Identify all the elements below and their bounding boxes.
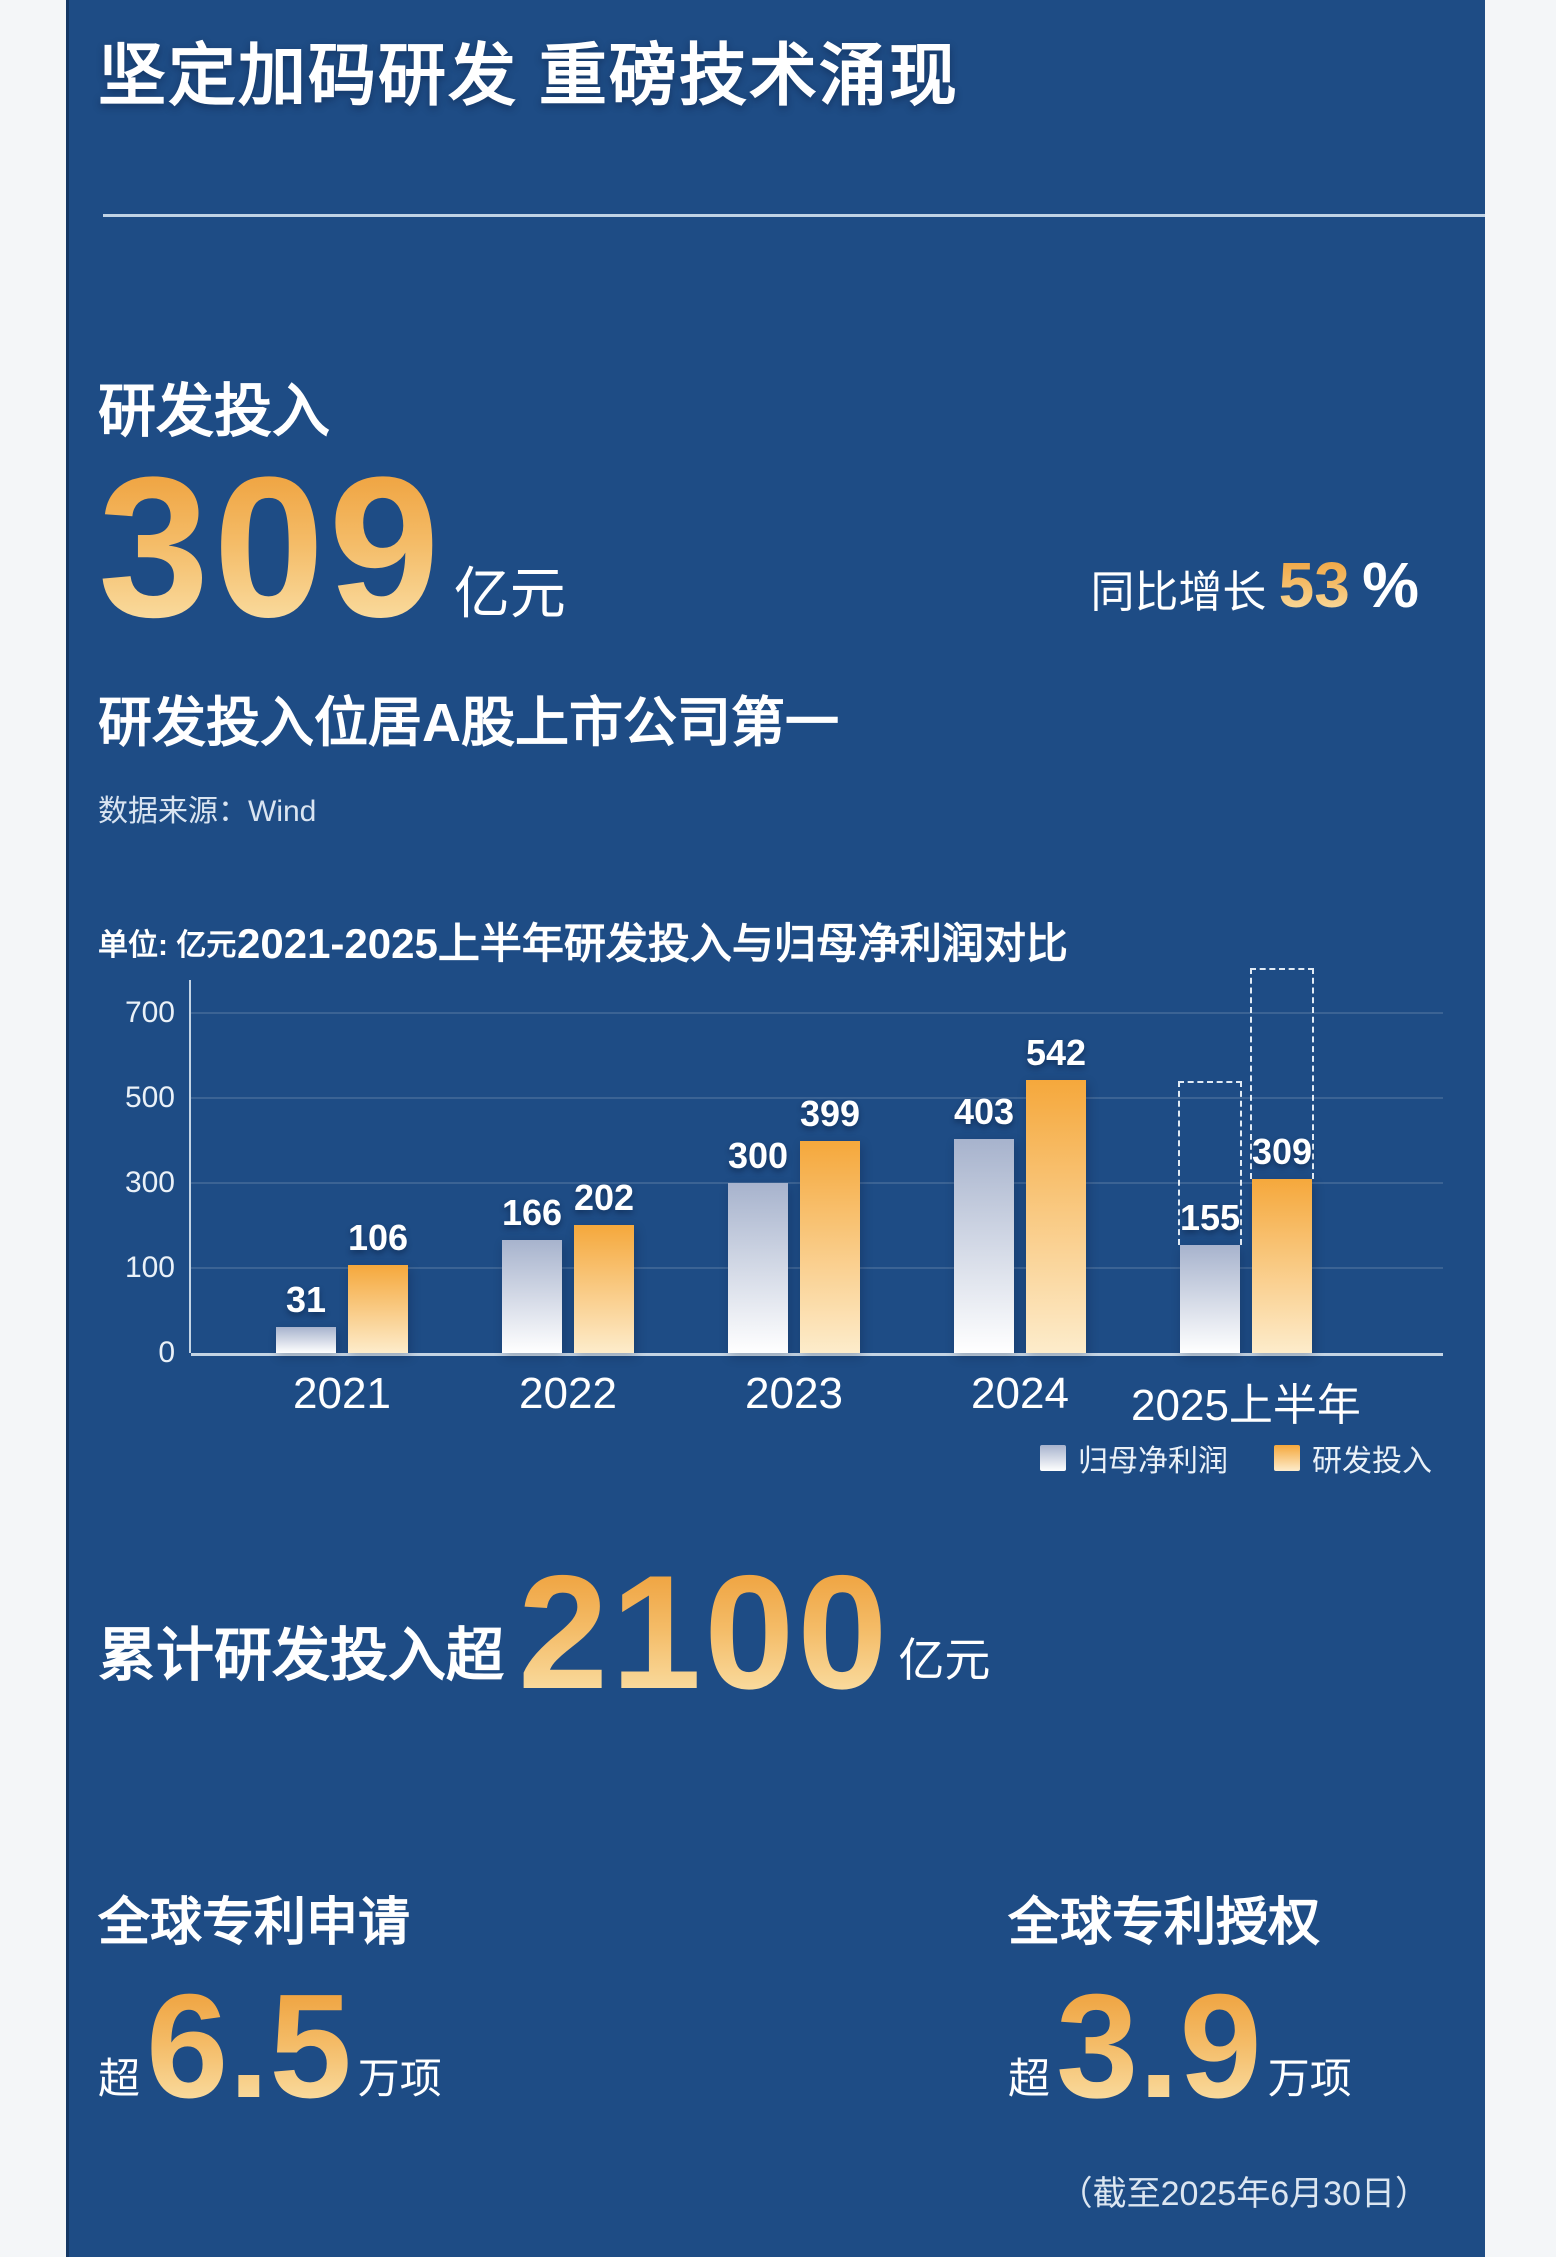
footer-date-note: （截至2025年6月30日） [1058, 2175, 1429, 2213]
x-axis-category-label: 2025上半年 [1131, 1381, 1361, 1430]
net-profit-bar [954, 1139, 1014, 1353]
yoy-growth: 同比增长 53 % [1090, 548, 1419, 622]
legend-label-rd: 研发投入 [1312, 1445, 1432, 1478]
patent-grants-title: 全球专利授权 [1008, 1894, 1321, 1952]
yoy-growth-percent-sign: % [1362, 549, 1419, 621]
patent-applications-value: 6.5 [140, 1973, 358, 2121]
y-axis-tick-label: 700 [124, 996, 175, 1029]
bar-value-label: 202 [573, 1176, 635, 1218]
patent-grants-prefix: 超 [1008, 2054, 1051, 2102]
net-profit-bar [1180, 1244, 1240, 1353]
cumulative-rd-value: 2100 [504, 1552, 890, 1714]
legend-item-net-profit: 归母净利润 [1040, 1436, 1228, 1480]
patent-grants-block: 全球专利授权 超 3.9 万项 [1008, 1880, 1556, 2121]
patent-grants-unit: 万项 [1267, 2054, 1352, 2102]
cumulative-rd-unit: 亿元 [898, 1633, 991, 1686]
bar-value-label: 300 [727, 1135, 789, 1176]
rd-investment-heading: 研发投入 [98, 379, 331, 444]
net-profit-bar [502, 1239, 562, 1353]
grid-line [191, 1267, 1443, 1269]
y-axis-line [189, 980, 191, 1353]
x-axis-category-label: 2024 [971, 1369, 1069, 1418]
grid-line [191, 1097, 1443, 1099]
patent-applications-value-row: 超 6.5 万项 [98, 1973, 658, 2121]
net-profit-bar [276, 1326, 336, 1353]
patent-grants-value-row: 超 3.9 万项 [1008, 1973, 1556, 2121]
yoy-growth-label: 同比增长 [1090, 568, 1279, 617]
page-title: 坚定加码研发 重磅技术涌现 [98, 38, 959, 114]
chart-title: 2021-2025上半年研发投入与归母净利润对比 [237, 920, 1068, 967]
chart-legend: 归母净利润 研发投入 [1040, 1436, 1432, 1480]
grid-line [191, 1182, 1443, 1184]
projection-dashed-box [1250, 967, 1314, 1180]
title-divider [103, 214, 1485, 217]
rd-investment-bar [574, 1224, 634, 1353]
patent-applications-unit: 万项 [357, 2054, 442, 2102]
y-axis-tick-label: 300 [124, 1166, 175, 1199]
x-axis-category-label: 2022 [519, 1369, 617, 1418]
bar-value-label: 106 [347, 1217, 409, 1259]
bar-value-label: 309 [1251, 1131, 1313, 1173]
bar-value-label: 542 [1025, 1032, 1087, 1074]
y-axis-tick-label: 0 [158, 1336, 175, 1369]
rd-swatch-icon [1274, 1445, 1300, 1471]
rd-investment-bar [1252, 1179, 1312, 1353]
y-axis-tick-label: 500 [124, 1081, 175, 1114]
rank-note: 研发投入位居A股上市公司第一 [98, 693, 839, 753]
patent-applications-block: 全球专利申请 超 6.5 万项 [98, 1880, 658, 2121]
rd-investment-bar [1026, 1080, 1086, 1353]
yoy-growth-value: 53 [1278, 549, 1350, 621]
data-source-note: 数据来源：Wind [98, 795, 317, 828]
legend-item-rd: 研发投入 [1274, 1436, 1432, 1480]
x-axis-category-label: 2021 [293, 1369, 391, 1418]
bar-value-label: 31 [285, 1278, 327, 1320]
cumulative-rd-prefix: 累计研发投入超 [98, 1622, 505, 1688]
projection-dashed-box [1178, 1081, 1242, 1245]
cumulative-rd-row: 累计研发投入超 2100 亿元 [98, 1552, 991, 1714]
x-axis-line [191, 1353, 1443, 1356]
rd-investment-value: 309 [98, 436, 444, 659]
rd-investment-value-row: 309 亿元 [98, 436, 566, 659]
bar-value-label: 166 [501, 1191, 563, 1233]
bar-value-label: 399 [799, 1092, 861, 1134]
net-profit-swatch-icon [1040, 1445, 1066, 1471]
rd-investment-bar [800, 1140, 860, 1353]
patent-applications-prefix: 超 [98, 2054, 141, 2102]
x-axis-category-label: 2023 [745, 1369, 843, 1418]
legend-label-net-profit: 归母净利润 [1078, 1445, 1228, 1478]
net-profit-bar [728, 1183, 788, 1353]
bar-value-label: 403 [953, 1091, 1015, 1133]
rd-investment-bar [348, 1265, 408, 1353]
patent-applications-title: 全球专利申请 [98, 1894, 411, 1952]
blue-panel: 坚定加码研发 重磅技术涌现 研发投入 309 亿元 同比增长 53 % 研发投入… [66, 0, 1485, 2257]
grid-line [191, 1012, 1443, 1014]
y-axis-tick-label: 100 [124, 1251, 175, 1284]
chart-unit-label: 单位: 亿元 [98, 929, 237, 962]
patent-grants-value: 3.9 [1050, 1973, 1268, 2121]
rd-investment-unit: 亿元 [453, 562, 566, 625]
bar-value-label: 155 [1179, 1196, 1241, 1238]
